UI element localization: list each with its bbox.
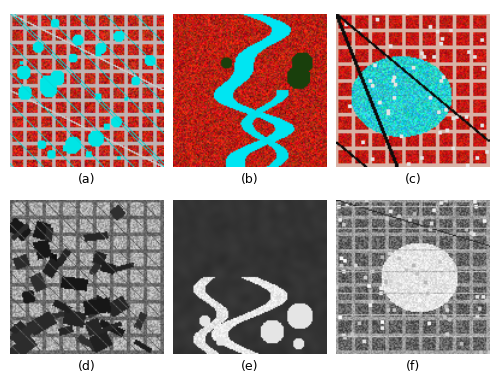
X-axis label: (b): (b) <box>241 173 259 186</box>
X-axis label: (e): (e) <box>241 360 258 373</box>
X-axis label: (c): (c) <box>404 173 421 186</box>
X-axis label: (d): (d) <box>78 360 96 373</box>
X-axis label: (a): (a) <box>78 173 96 186</box>
X-axis label: (f): (f) <box>406 360 420 373</box>
